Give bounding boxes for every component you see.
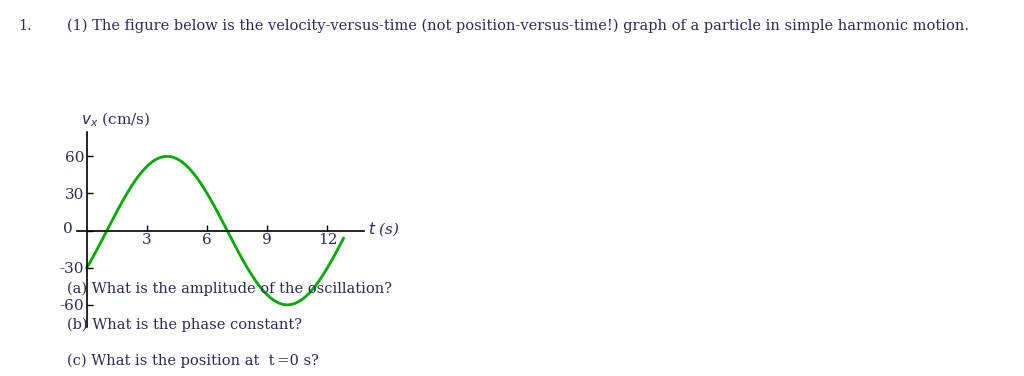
Text: $t$ (s): $t$ (s) bbox=[368, 220, 399, 238]
Text: (b) What is the phase constant?: (b) What is the phase constant? bbox=[67, 318, 301, 332]
Text: (a) What is the amplitude of the oscillation?: (a) What is the amplitude of the oscilla… bbox=[67, 282, 391, 296]
Text: $v_x$ (cm/s): $v_x$ (cm/s) bbox=[81, 111, 151, 129]
Text: 0: 0 bbox=[63, 222, 73, 236]
Text: (c) What is the position at  t =0 s?: (c) What is the position at t =0 s? bbox=[67, 353, 318, 368]
Text: 1.: 1. bbox=[18, 19, 32, 33]
Text: (1) The figure below is the velocity-versus-time (not position-versus-time!) gra: (1) The figure below is the velocity-ver… bbox=[67, 19, 969, 33]
